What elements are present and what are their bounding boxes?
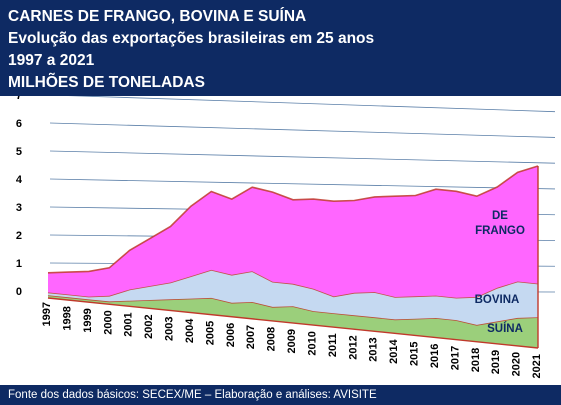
- x-tick-label: 2008: [266, 327, 278, 351]
- y-tick-label: 5: [16, 146, 22, 158]
- source-note: Fonte dos dados básicos: SECEX/ME – Elab…: [0, 385, 561, 405]
- x-tick-label: 2019: [490, 350, 502, 374]
- x-tick-label: 2011: [327, 333, 339, 357]
- gridline: [49, 122, 556, 138]
- x-tick-label: 2017: [449, 346, 461, 370]
- y-tick-label: 3: [16, 202, 22, 214]
- y-tick-label: 4: [16, 174, 23, 186]
- x-tick-label: 1998: [61, 306, 73, 330]
- chart-subtitle: Evolução das exportações brasileiras em …: [8, 30, 375, 47]
- x-tick-label: 2000: [102, 310, 114, 334]
- series-label-frango-line1: DE: [492, 210, 508, 222]
- x-tick-label: 2003: [164, 317, 176, 341]
- area-frango: [48, 166, 538, 298]
- y-tick-label: 7: [16, 96, 22, 102]
- series-labels: SUÍNA BOVINA DE FRANGO: [475, 210, 525, 335]
- x-tick-label: 2009: [286, 329, 298, 353]
- x-tick-label: 2006: [225, 323, 237, 347]
- x-tick-label: 2010: [306, 331, 318, 355]
- y-tick-label: 6: [16, 118, 22, 130]
- series-label-frango-line2: FRANGO: [475, 225, 525, 237]
- title-banner: CARNES DE FRANGO, BOVINA E SUÍNA Evoluçã…: [0, 0, 561, 96]
- x-axis: 1997 1998 1999 2000 2001 2002 2003 2004 2005 2006…: [41, 302, 543, 378]
- y-tick-label: 0: [16, 286, 22, 298]
- x-tick-label: 2001: [123, 312, 135, 336]
- stacked-area-chart: 0 1 2 3 4 5 6 7 1997 1998 1999 2000 2001 2002 2003 200…: [16, 96, 556, 378]
- x-tick-label: 2020: [511, 352, 523, 376]
- chart-period: 1997 a 2021: [8, 52, 95, 69]
- x-tick-label: 2002: [143, 314, 155, 338]
- gridline: [68, 96, 556, 113]
- y-tick-label: 1: [16, 258, 22, 270]
- baseline: [47, 297, 539, 349]
- x-tick-label: 2013: [368, 337, 380, 361]
- x-tick-label: 2021: [531, 354, 543, 378]
- area-bovina: [48, 269, 538, 325]
- x-tick-label: 2004: [184, 318, 196, 343]
- x-tick-label: 1997: [41, 302, 53, 326]
- gridline: [49, 178, 556, 190]
- chart-title: CARNES DE FRANGO, BOVINA E SUÍNA: [8, 8, 307, 25]
- x-tick-label: 2012: [347, 335, 359, 359]
- x-tick-label: 2005: [204, 321, 216, 345]
- series-label-bovina: BOVINA: [475, 294, 520, 306]
- chart-unit: MILHÕES DE TONELADAS: [8, 74, 205, 91]
- x-tick-label: 2007: [245, 325, 257, 349]
- series-areas: [47, 165, 539, 349]
- series-label-suina: SUÍNA: [487, 322, 523, 335]
- x-tick-label: 2015: [409, 342, 421, 366]
- x-tick-label: 2018: [470, 348, 482, 372]
- y-tick-label: 2: [16, 230, 22, 242]
- y-axis: 0 1 2 3 4 5 6 7: [16, 96, 23, 298]
- x-tick-label: 2014: [388, 339, 400, 364]
- gridline: [49, 150, 556, 164]
- x-tick-label: 2016: [429, 344, 441, 368]
- x-tick-label: 1999: [82, 308, 94, 332]
- area-frango-edge: [47, 165, 539, 274]
